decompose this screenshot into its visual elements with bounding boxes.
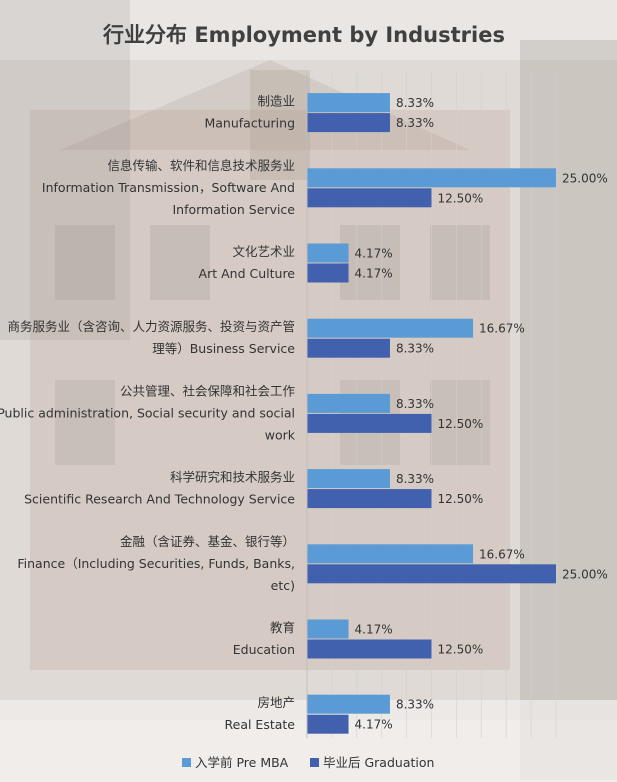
data-label: 8.33% [396, 397, 434, 411]
category-label: 房地产 [257, 695, 295, 710]
data-label: 4.17% [355, 623, 393, 637]
data-label: 12.50% [438, 492, 484, 506]
bar-pre-mba [307, 393, 390, 413]
data-label: 8.33% [396, 96, 434, 110]
category-labels: 制造业 Manufacturing 信息传输、软件和信息技术服务业 Informati… [0, 94, 296, 733]
bar-graduation [307, 564, 556, 584]
category-label: Public administration, Social security a… [0, 405, 295, 420]
legend-label: 毕业后 Graduation [323, 755, 434, 770]
bar-graduation [307, 113, 390, 133]
bar-pre-mba [307, 469, 390, 489]
bar-pre-mba [307, 243, 349, 263]
bar-graduation [307, 188, 432, 208]
bar-graduation [307, 263, 349, 283]
bar-graduation [307, 639, 432, 659]
bar-pre-mba [307, 318, 474, 338]
category-label: 科学研究和技术服务业 [170, 470, 295, 485]
category-label: 信息传输、软件和信息技术服务业 [107, 158, 295, 173]
data-label: 25.00% [562, 567, 608, 581]
data-labels: 8.33% 8.33% 25.00% 12.50% 4.17% 4.17% 16.67% 8.… [355, 96, 608, 732]
legend-label: 入学前 Pre MBA [195, 755, 289, 770]
legend-swatch [182, 758, 191, 767]
category-label: 公共管理、社会保障和社会工作 [120, 383, 296, 398]
category-label: Information Transmission，Software And [42, 180, 295, 195]
data-label: 12.50% [438, 417, 484, 431]
data-label: 12.50% [438, 643, 484, 657]
bar-graduation [307, 338, 390, 358]
category-label: 制造业 [257, 94, 295, 109]
data-label: 4.17% [355, 267, 393, 281]
bar-pre-mba [307, 694, 390, 714]
category-label: Information Service [172, 202, 295, 217]
bar-graduation [307, 714, 349, 734]
data-label: 8.33% [396, 472, 434, 486]
data-label: 8.33% [396, 116, 434, 130]
data-label: 8.33% [396, 342, 434, 356]
data-label: 16.67% [479, 322, 525, 336]
bar-pre-mba [307, 544, 474, 564]
category-label: Education [233, 642, 295, 657]
category-label: etc) [271, 578, 295, 593]
legend-swatch [310, 758, 319, 767]
bar-pre-mba [307, 93, 390, 113]
chart-title: 行业分布 Employment by Industries [102, 23, 505, 47]
bar-pre-mba [307, 619, 349, 639]
category-label: 文化艺术业 [232, 244, 295, 259]
category-label: Manufacturing [204, 116, 295, 131]
category-label: work [265, 427, 296, 442]
category-label: 商务服务业（含咨询、人力资源服务、投资与资产管 [7, 319, 295, 334]
data-label: 4.17% [355, 718, 393, 732]
category-label: Finance（Including Securities, Funds, Ban… [17, 556, 295, 571]
bars [307, 93, 556, 734]
category-label: 教育 [270, 620, 295, 635]
data-label: 12.50% [438, 191, 484, 205]
data-label: 16.67% [479, 547, 525, 561]
category-label: 理等）Business Service [152, 341, 295, 356]
data-label: 8.33% [396, 698, 434, 712]
bar-graduation [307, 413, 432, 433]
data-label: 25.00% [562, 171, 608, 185]
category-label: 金融（含证券、基金、银行等） [120, 534, 295, 549]
bar-pre-mba [307, 168, 556, 188]
category-label: Real Estate [225, 717, 296, 732]
legend: 入学前 Pre MBA 毕业后 Graduation [182, 755, 434, 770]
category-label: Art And Culture [199, 266, 296, 281]
data-label: 4.17% [355, 247, 393, 261]
category-label: Scientific Research And Technology Servi… [24, 492, 295, 507]
bar-graduation [307, 489, 432, 509]
